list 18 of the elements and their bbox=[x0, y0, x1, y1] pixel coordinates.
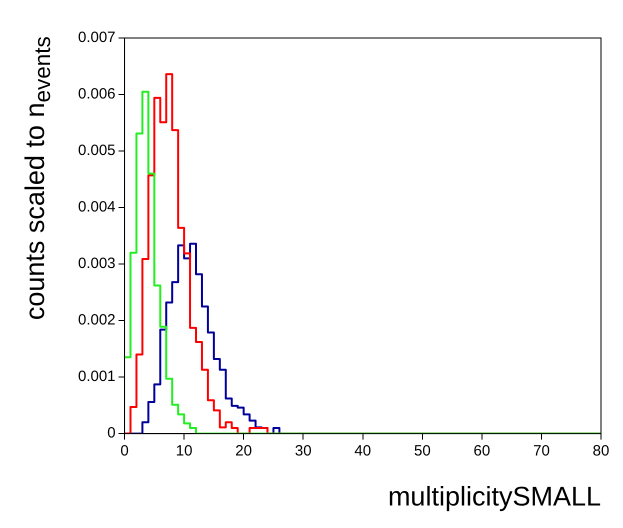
x-tick-label: 0 bbox=[120, 442, 129, 460]
y-tick-label: 0.003 bbox=[78, 255, 116, 272]
y-tick-label: 0.006 bbox=[78, 86, 116, 103]
x-tick-label: 20 bbox=[235, 442, 252, 460]
y-tick-label: 0 bbox=[107, 424, 116, 442]
y-tick-label: 0.001 bbox=[78, 368, 116, 386]
x-tick-label: 50 bbox=[414, 442, 431, 460]
x-tick-label: 30 bbox=[294, 442, 312, 460]
y-tick-label: 0.007 bbox=[78, 29, 116, 46]
x-tick-label: 60 bbox=[474, 442, 490, 460]
x-tick-label: 10 bbox=[176, 442, 192, 460]
x-tick-label: 70 bbox=[533, 442, 550, 460]
y-tick-label: 0.004 bbox=[78, 198, 116, 216]
x-axis-title: multiplicitySMALL bbox=[388, 481, 601, 512]
x-tick-label: 80 bbox=[592, 442, 610, 460]
y-tick-label: 0.005 bbox=[78, 142, 116, 160]
y-tick-label: 0.002 bbox=[78, 312, 116, 329]
x-tick-label: 40 bbox=[354, 442, 372, 460]
